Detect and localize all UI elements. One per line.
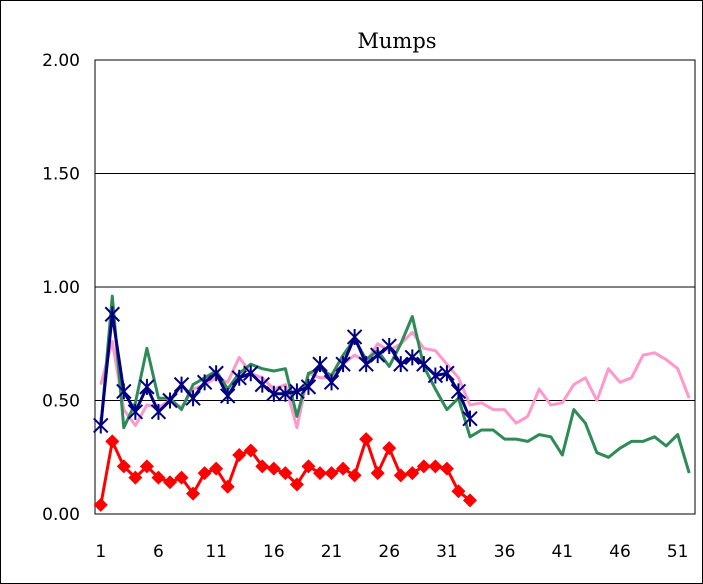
diamond-marker <box>209 461 224 476</box>
y-axis-ticks: 0.00 0.50 1.00 1.50 2.00 <box>42 51 80 525</box>
x-tick-label: 21 <box>321 542 343 562</box>
asterisk-marker <box>173 376 190 393</box>
diamond-marker <box>347 468 362 483</box>
diamond-marker <box>266 461 281 476</box>
diamond-marker <box>186 486 201 501</box>
asterisk-marker <box>162 392 178 409</box>
diamond-marker <box>128 470 143 485</box>
diamond-marker <box>116 459 131 474</box>
series-line <box>99 294 691 474</box>
diamond-marker <box>324 466 339 481</box>
asterisk-marker <box>185 390 201 407</box>
asterisk-marker <box>381 338 397 355</box>
asterisk-marker <box>208 365 224 382</box>
diamond-marker <box>139 459 154 474</box>
y-tick-label: 0.50 <box>42 392 80 412</box>
x-tick-label: 31 <box>436 542 458 562</box>
x-tick-label: 16 <box>263 542 285 562</box>
series-3 <box>93 306 478 434</box>
y-tick-label: 0.00 <box>42 505 80 525</box>
x-tick-label: 36 <box>494 542 516 562</box>
diamond-marker <box>174 470 189 485</box>
y-tick-label: 1.50 <box>42 165 80 185</box>
asterisk-marker <box>266 385 282 402</box>
asterisk-marker <box>462 410 478 427</box>
series-4 <box>93 432 477 512</box>
x-tick-label: 11 <box>205 542 227 562</box>
asterisk-marker <box>323 374 340 391</box>
diamond-marker <box>163 475 177 490</box>
diamond-marker <box>301 459 316 474</box>
asterisk-marker <box>139 378 155 395</box>
asterisk-marker <box>346 328 363 345</box>
x-tick-label: 46 <box>609 542 631 562</box>
diamond-marker <box>255 459 270 474</box>
y-tick-label: 2.00 <box>42 51 80 71</box>
asterisk-marker <box>196 374 213 391</box>
asterisk-marker <box>219 387 236 404</box>
asterisk-marker <box>300 378 317 395</box>
asterisk-marker <box>393 356 409 373</box>
diamond-marker <box>232 447 247 462</box>
series-line <box>99 330 691 430</box>
asterisk-marker <box>93 417 109 434</box>
diamond-marker <box>370 466 385 481</box>
diamond-marker <box>151 470 166 485</box>
diamond-marker <box>93 497 108 512</box>
diamond-marker <box>289 477 304 492</box>
asterisk-marker <box>404 349 421 366</box>
diamond-marker <box>313 466 327 481</box>
asterisk-marker <box>439 365 455 382</box>
series-layer <box>93 294 691 512</box>
asterisk-marker <box>127 403 144 420</box>
asterisk-marker <box>254 376 271 393</box>
x-tick-label: 51 <box>667 542 689 562</box>
diamond-marker <box>220 479 235 494</box>
diamond-marker <box>393 468 408 483</box>
diamond-marker <box>451 484 466 499</box>
x-tick-label: 1 <box>95 542 106 562</box>
series-2 <box>99 294 691 474</box>
diamond-marker <box>463 493 477 508</box>
diamond-marker <box>105 434 120 449</box>
series-1 <box>99 330 691 430</box>
x-tick-label: 6 <box>153 542 164 562</box>
asterisk-marker <box>104 306 121 323</box>
diamond-marker <box>359 432 374 447</box>
diamond-marker <box>428 459 443 474</box>
asterisk-marker <box>358 356 374 373</box>
diamond-marker <box>382 441 397 456</box>
asterisk-marker <box>231 369 247 386</box>
chart-title: Mumps <box>357 29 436 53</box>
diamond-marker <box>336 461 351 476</box>
x-tick-label: 41 <box>551 542 573 562</box>
x-tick-label: 26 <box>378 542 400 562</box>
y-tick-label: 1.00 <box>42 278 80 298</box>
asterisk-marker <box>450 383 467 400</box>
diamond-marker <box>439 461 454 476</box>
plot-area <box>94 59 696 515</box>
diamond-marker <box>243 443 258 458</box>
diamond-marker <box>278 466 293 481</box>
diamond-marker <box>197 466 212 481</box>
x-axis-ticks: 1 6 11 16 21 26 31 36 41 46 51 <box>95 542 688 562</box>
diamond-marker <box>416 459 431 474</box>
asterisk-marker <box>369 347 386 364</box>
asterisk-marker <box>289 383 305 400</box>
diamond-marker <box>405 466 420 481</box>
asterisk-marker <box>312 356 328 373</box>
asterisk-marker <box>116 383 132 400</box>
gridlines <box>95 59 695 515</box>
asterisk-marker <box>335 356 351 373</box>
